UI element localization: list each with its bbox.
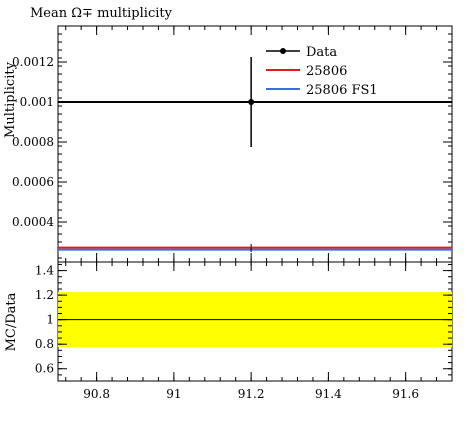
y-tick-label: 0.0008 (12, 135, 54, 149)
ratio-y-ticks (58, 263, 452, 376)
legend-label: 25806 FS1 (306, 83, 378, 98)
y-tick-label: 0.0012 (12, 55, 54, 69)
x-tick-label: 91 (166, 387, 181, 401)
chart-title: Mean Ω∓ multiplicity (30, 6, 173, 21)
ratio-y-tick-label: 0.6 (35, 362, 54, 376)
ratio-x-ticks (65, 262, 438, 381)
y-tick-label: 0.001 (20, 95, 54, 109)
main-y-ticks (58, 33, 452, 259)
ratio-y-tick-labels: 0.6 0.8 1 1.2 1.4 (35, 264, 54, 376)
main-series-group (58, 57, 452, 252)
x-tick-label: 91.4 (315, 387, 342, 401)
ratio-y-tick-label: 1 (46, 313, 54, 327)
ratio-x-tick-labels: 90.8 91 91.2 91.4 91.6 (83, 387, 419, 401)
legend: Data 25806 25806 FS1 (266, 45, 378, 98)
legend-label: 25806 (306, 64, 347, 79)
ratio-y-tick-label: 0.8 (35, 337, 54, 351)
ratio-band-group (58, 292, 452, 348)
main-y-tick-labels: 0.0004 0.0006 0.0008 0.001 0.0012 (12, 55, 54, 229)
ratio-y-tick-label: 1.4 (35, 264, 54, 278)
x-tick-label: 90.8 (83, 387, 110, 401)
main-x-ticks (65, 26, 438, 262)
x-tick-label: 91.2 (238, 387, 265, 401)
x-tick-label: 91.6 (392, 387, 419, 401)
legend-marker (280, 48, 286, 54)
ratio-y-axis-label: MC/Data (4, 292, 19, 351)
y-tick-label: 0.0006 (12, 175, 54, 189)
ratio-y-tick-label: 1.2 (35, 288, 54, 302)
legend-label: Data (306, 45, 337, 60)
main-y-axis-label: Multiplicity (3, 61, 18, 138)
data-point (248, 99, 255, 105)
y-tick-label: 0.0004 (12, 215, 54, 229)
main-plot-frame (57, 25, 453, 263)
